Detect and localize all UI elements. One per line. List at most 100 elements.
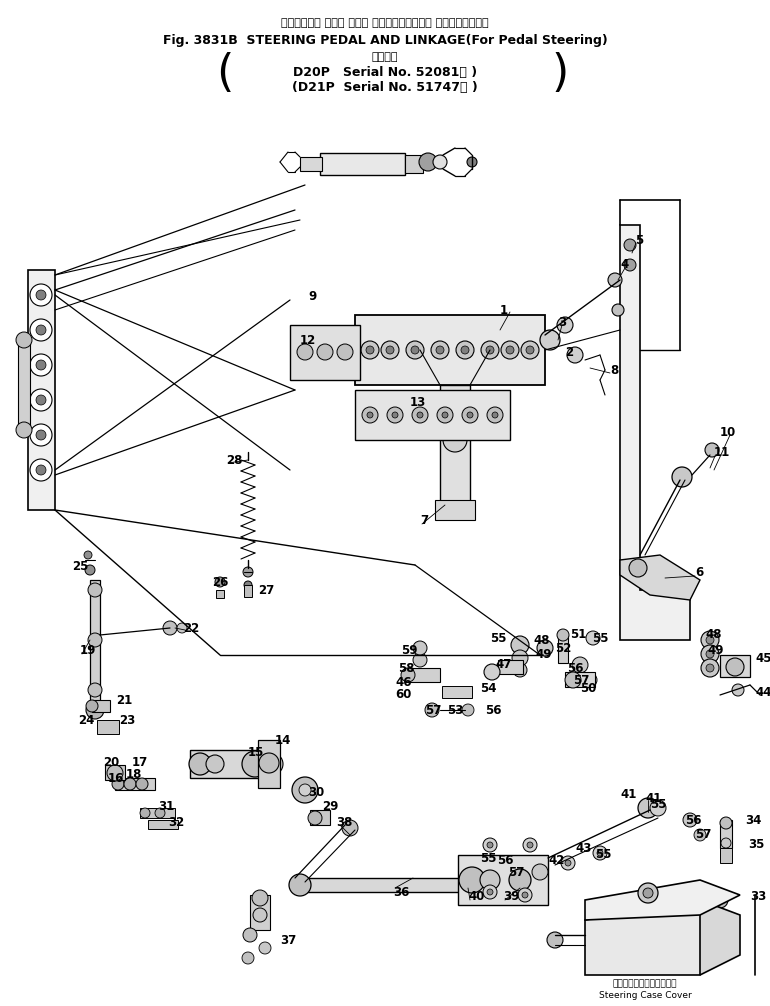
Bar: [720, 820, 732, 848]
Circle shape: [189, 753, 211, 775]
Bar: [720, 848, 732, 863]
Circle shape: [412, 407, 428, 423]
Circle shape: [624, 239, 636, 252]
Circle shape: [243, 567, 253, 577]
Text: 49: 49: [535, 649, 551, 662]
Bar: [442, 686, 472, 698]
Circle shape: [84, 551, 92, 559]
Circle shape: [583, 673, 597, 687]
Text: 55: 55: [650, 799, 667, 812]
Circle shape: [259, 942, 271, 954]
Bar: [90, 580, 100, 710]
Circle shape: [36, 395, 46, 405]
Circle shape: [30, 354, 52, 376]
Text: 26: 26: [212, 575, 229, 589]
Polygon shape: [585, 900, 720, 975]
Circle shape: [518, 888, 532, 902]
Circle shape: [467, 412, 473, 418]
Text: 12: 12: [300, 334, 316, 346]
Text: 47: 47: [495, 659, 511, 671]
Circle shape: [206, 754, 224, 773]
Text: 42: 42: [548, 853, 564, 866]
Circle shape: [297, 344, 313, 360]
Text: ステアリング ペダル および リンケージ（ペダル ステアリング用）: ステアリング ペダル および リンケージ（ペダル ステアリング用）: [281, 18, 489, 28]
Bar: [355, 390, 510, 440]
Text: 44: 44: [755, 686, 770, 699]
Bar: [405, 155, 423, 173]
Circle shape: [86, 700, 98, 712]
Circle shape: [481, 341, 499, 359]
Circle shape: [289, 874, 311, 896]
Text: 適用号機: 適用号機: [372, 52, 398, 62]
Bar: [498, 660, 523, 674]
Bar: [320, 153, 405, 175]
Circle shape: [547, 932, 563, 948]
Circle shape: [387, 407, 403, 423]
Circle shape: [163, 621, 177, 635]
Text: 55: 55: [595, 848, 611, 861]
Circle shape: [597, 850, 603, 856]
Circle shape: [361, 341, 379, 359]
Circle shape: [381, 341, 399, 359]
Circle shape: [36, 360, 46, 370]
Text: 7: 7: [420, 513, 428, 526]
Circle shape: [706, 636, 714, 644]
Text: 37: 37: [280, 934, 296, 947]
Circle shape: [706, 650, 714, 658]
Circle shape: [638, 883, 658, 903]
Circle shape: [386, 346, 394, 354]
Text: 59: 59: [401, 644, 417, 657]
Circle shape: [342, 820, 358, 836]
Circle shape: [392, 412, 398, 418]
Text: 45: 45: [755, 652, 770, 665]
Text: Fig. 3831B  STEERING PEDAL AND LINKAGE(For Pedal Steering): Fig. 3831B STEERING PEDAL AND LINKAGE(Fo…: [162, 34, 608, 47]
Text: 38: 38: [336, 817, 353, 830]
Circle shape: [462, 407, 478, 423]
Circle shape: [486, 346, 494, 354]
Text: 4: 4: [620, 259, 628, 272]
Circle shape: [16, 422, 32, 438]
Text: 49: 49: [707, 645, 724, 658]
Circle shape: [308, 811, 322, 825]
Circle shape: [524, 874, 546, 896]
Text: 18: 18: [126, 769, 142, 782]
Text: 6: 6: [695, 565, 703, 578]
Circle shape: [527, 842, 533, 848]
Text: ): ): [551, 52, 568, 95]
Text: 28: 28: [226, 454, 243, 467]
Circle shape: [261, 753, 283, 775]
Circle shape: [643, 888, 653, 898]
Circle shape: [30, 424, 52, 446]
Circle shape: [411, 346, 419, 354]
Bar: [310, 810, 330, 825]
Circle shape: [299, 784, 311, 796]
Circle shape: [433, 155, 447, 169]
Text: 56: 56: [567, 662, 584, 674]
Bar: [92, 700, 110, 712]
Text: 57: 57: [573, 673, 589, 686]
Text: 54: 54: [480, 681, 497, 694]
Text: 48: 48: [533, 634, 550, 647]
Text: 40: 40: [468, 890, 484, 903]
Text: 15: 15: [248, 746, 264, 760]
Text: 1: 1: [500, 304, 508, 317]
Circle shape: [459, 867, 485, 893]
Text: 56: 56: [497, 853, 514, 866]
Bar: [258, 740, 280, 788]
Bar: [440, 385, 470, 505]
Circle shape: [721, 838, 731, 848]
Circle shape: [484, 664, 500, 680]
Circle shape: [85, 565, 95, 575]
Circle shape: [509, 869, 531, 891]
Text: 11: 11: [714, 447, 730, 460]
Circle shape: [608, 273, 622, 287]
Circle shape: [672, 467, 692, 487]
Polygon shape: [620, 225, 690, 640]
Circle shape: [292, 777, 318, 803]
Text: 17: 17: [132, 756, 149, 769]
Circle shape: [586, 631, 600, 645]
Circle shape: [511, 636, 529, 654]
Circle shape: [467, 157, 477, 167]
Circle shape: [366, 346, 374, 354]
Text: 41: 41: [645, 792, 661, 805]
